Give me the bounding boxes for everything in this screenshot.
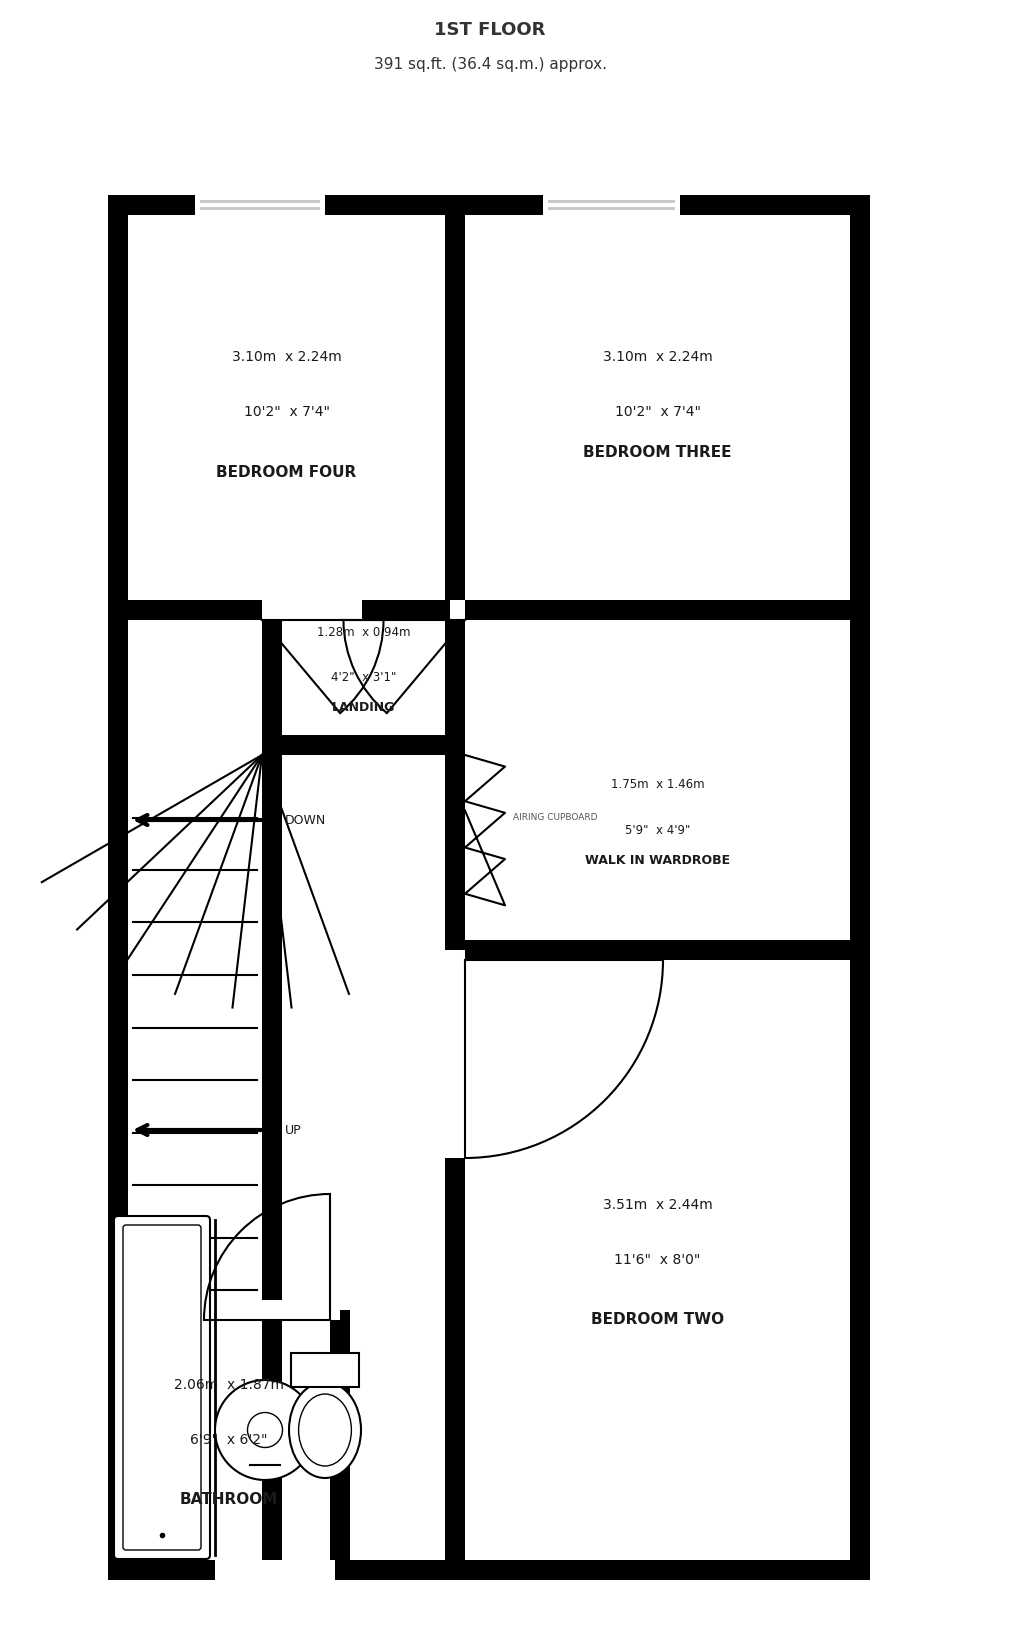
- Bar: [445, 601, 465, 745]
- Bar: [128, 601, 870, 620]
- Bar: [445, 195, 465, 611]
- Ellipse shape: [299, 1395, 351, 1467]
- Bar: [108, 195, 870, 1580]
- Bar: [204, 1300, 340, 1319]
- Bar: [445, 949, 465, 1157]
- Bar: [262, 601, 362, 620]
- Text: 5'9"  x 4'9": 5'9" x 4'9": [625, 823, 690, 837]
- Bar: [292, 1354, 358, 1387]
- Text: BEDROOM THREE: BEDROOM THREE: [584, 445, 732, 460]
- Text: 10'2"  x 7'4": 10'2" x 7'4": [614, 406, 700, 419]
- Text: AIRING CUPBOARD: AIRING CUPBOARD: [513, 814, 597, 822]
- Bar: [445, 940, 850, 959]
- Text: 4'2"  x 3'1": 4'2" x 3'1": [331, 671, 396, 684]
- Text: DOWN: DOWN: [285, 814, 327, 827]
- Text: UP: UP: [285, 1123, 302, 1136]
- Text: 3.10m  x 2.24m: 3.10m x 2.24m: [231, 350, 341, 365]
- Circle shape: [248, 1413, 283, 1447]
- Bar: [195, 195, 325, 214]
- FancyBboxPatch shape: [123, 1224, 201, 1550]
- Bar: [548, 200, 675, 210]
- Bar: [108, 195, 870, 214]
- Text: 6'9"  x 6'2": 6'9" x 6'2": [190, 1432, 267, 1447]
- Text: BEDROOM FOUR: BEDROOM FOUR: [216, 465, 356, 480]
- Bar: [262, 1300, 340, 1319]
- Bar: [450, 601, 465, 620]
- Bar: [850, 195, 870, 1580]
- Bar: [543, 195, 680, 214]
- Bar: [108, 1560, 870, 1580]
- Text: 3.51m  x 2.44m: 3.51m x 2.44m: [603, 1198, 713, 1211]
- Bar: [262, 735, 465, 755]
- Bar: [445, 745, 465, 1580]
- Bar: [200, 200, 319, 210]
- Text: BEDROOM TWO: BEDROOM TWO: [591, 1313, 724, 1328]
- Text: BATHROOM: BATHROOM: [180, 1493, 279, 1508]
- Bar: [215, 1560, 335, 1580]
- Ellipse shape: [289, 1382, 361, 1478]
- Text: 2.06m  x 1.87m: 2.06m x 1.87m: [174, 1378, 284, 1391]
- Text: 1.28m  x 0.94m: 1.28m x 0.94m: [316, 625, 411, 638]
- Text: 1ST FLOOR: 1ST FLOOR: [434, 21, 546, 39]
- Bar: [262, 611, 282, 1580]
- Text: 10'2"  x 7'4": 10'2" x 7'4": [244, 406, 330, 419]
- Bar: [330, 1310, 350, 1580]
- Text: LANDING: LANDING: [332, 701, 395, 714]
- Circle shape: [215, 1380, 315, 1480]
- FancyBboxPatch shape: [114, 1216, 210, 1558]
- Bar: [108, 195, 128, 1580]
- Text: 3.10m  x 2.24m: 3.10m x 2.24m: [603, 350, 713, 365]
- Text: WALK IN WARDROBE: WALK IN WARDROBE: [585, 853, 730, 866]
- Text: 11'6"  x 8'0": 11'6" x 8'0": [614, 1252, 700, 1267]
- Text: 391 sq.ft. (36.4 sq.m.) approx.: 391 sq.ft. (36.4 sq.m.) approx.: [374, 57, 606, 72]
- Text: 1.75m  x 1.46m: 1.75m x 1.46m: [610, 779, 705, 792]
